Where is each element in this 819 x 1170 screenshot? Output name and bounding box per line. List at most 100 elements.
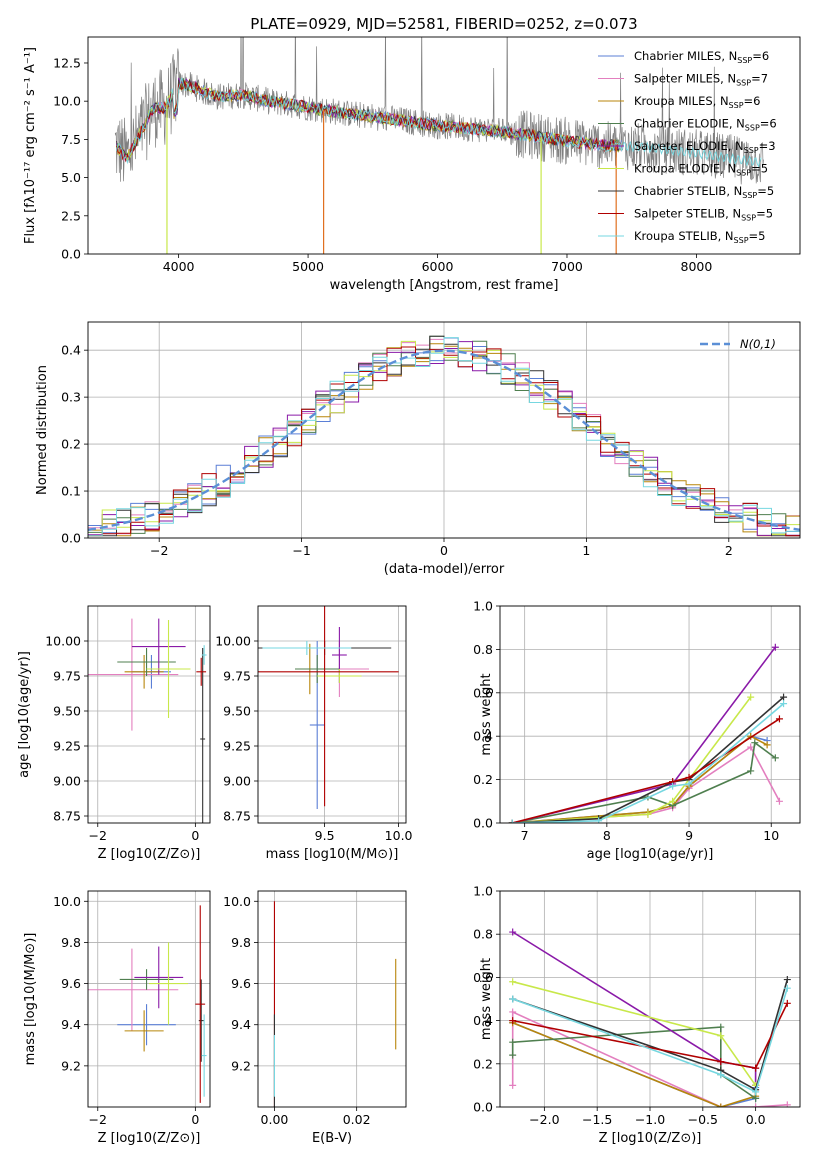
weight-point-marker [783,984,791,992]
y-tick-label: 0.1 [61,484,81,499]
legend-label: Salpeter STELIB, NSSP=5 [634,207,773,223]
y-tick-label: 0.4 [473,729,493,744]
y-tick-label: 1.0 [473,884,493,899]
legend-label-main: Chabrier MILES, N [634,49,737,63]
plot-area-mass_vs_EBV [273,901,397,1107]
axes-frame [257,890,407,1108]
weight-point-marker [509,1038,517,1046]
plot-area-weight_vs_age [508,643,788,823]
legend-label-main: Salpeter ELODIE, N [634,139,744,153]
y-tick-label: 9.6 [61,976,81,991]
legend-label-main: Kroupa MILES, N [634,94,729,108]
y-axis-label: mass weight [479,958,494,1040]
y-tick-label: 9.50 [223,704,251,719]
y-tick-label: 2.5 [61,208,81,223]
weight-point-marker [783,976,791,984]
legend-label: Kroupa ELODIE, NSSP=5 [634,162,768,178]
y-tick-label: 0.0 [61,247,81,262]
legend-label-tail: =5 [751,162,768,176]
x-axis-label: mass [log10(M/M⊙)] [266,847,399,862]
weight-point-marker [509,1051,517,1059]
plot-area-age_vs_mass [258,606,399,809]
y-tick-label: 0.8 [473,927,493,942]
weight-point-marker [771,643,779,651]
weight-point-marker [780,700,788,708]
x-tick-label: −1 [292,543,310,558]
legend-label-tail: =6 [744,94,761,108]
axes-frame [499,605,801,824]
y-tick-label: 10.00 [45,634,81,649]
weight-series-line [512,931,757,1086]
weight-point-marker [509,995,517,1003]
chart-panels: 4000 5000 6000 7000 80000.02.55.07.510.012.5… [17,36,801,1146]
axes-frame [87,321,801,539]
y-tick-label: 9.50 [53,704,81,719]
legend-label: Kroupa STELIB, NSSP=5 [634,229,765,245]
axes-weight_vs_age: 7 8 9 10 0.0 0.2 0.4 0.6 0.8 1.0 age [log10(age/yr… [473,599,801,862]
axes-mass_vs_EBV: 0.00 0.02 9.2 9.4 9.6 9.8 10.0 E(B-V) [223,890,407,1146]
weight-point-marker [685,780,693,788]
legend-label-tail: =3 [759,139,776,153]
y-tick-label: 9.00 [53,774,81,789]
legend-label-main: Chabrier ELODIE, N [634,117,745,131]
legend-label-sub: SSP [742,191,757,200]
legend-label-tail: =5 [757,184,774,198]
weight-point-marker [747,767,755,775]
x-tick-label: 0 [191,1112,199,1127]
legend-label-main: Salpeter STELIB, N [634,207,741,221]
y-axis-label: Flux [fλ10⁻¹⁷ erg cm⁻² s⁻¹ A⁻¹] [23,47,38,244]
weight-point-marker [509,1008,517,1016]
legend-label-tail: =6 [760,117,777,131]
y-tick-label: 9.2 [61,1058,81,1073]
weight-point-marker [669,782,677,790]
y-tick-label: 9.75 [223,669,251,684]
weight-point-marker [509,1017,517,1025]
y-tick-label: 0.0 [473,1100,493,1115]
y-tick-label: 0.0 [61,531,81,546]
x-tick-label: 0 [440,543,448,558]
x-tick-label: −0.5 [688,1112,718,1127]
legend-label-main: Chabrier STELIB, N [634,184,742,198]
weight-point-marker [752,1103,760,1107]
weight-point-marker [752,1094,760,1102]
x-tick-label: −2 [89,1112,107,1127]
legend-label-tail: =7 [751,72,768,86]
weight-series-line [512,987,789,1094]
y-tick-label: 9.2 [231,1058,251,1073]
weight-point-marker [783,999,791,1007]
weight-point-marker [509,1081,517,1089]
weight-point-marker [752,1088,760,1096]
legend-label-main: Kroupa ELODIE, N [634,162,736,176]
y-tick-label: 0.4 [473,1013,493,1028]
weight-point-marker [717,1103,725,1107]
x-tick-label: 0.0 [746,1112,766,1127]
x-tick-label: 1 [582,543,590,558]
legend-label: Salpeter ELODIE, NSSP=3 [634,139,776,155]
plot-area-weight_vs_Z [509,928,791,1107]
y-tick-label: 10.00 [215,634,251,649]
y-tick-label: 0.8 [473,642,493,657]
weight-series-line [512,696,752,823]
axes-age_vs_Z: −2 0 8.75 9.00 9.25 9.50 9.75 10.00 Z [log10(Z/Z… [17,605,211,862]
plot-area-spectrum [114,37,764,254]
y-tick-label: 9.00 [223,774,251,789]
x-tick-label: 6000 [422,259,454,274]
weight-series-line [512,718,780,823]
x-axis-label: wavelength [Angstrom, rest frame] [330,278,559,293]
y-tick-label: 9.6 [231,976,251,991]
x-tick-label: 8000 [681,259,713,274]
axes-frame [87,890,211,1108]
legend-label-sub: SSP [745,124,760,133]
legend-label: Salpeter MILES, NSSP=7 [634,72,768,88]
legend-label-sub: SSP [744,146,759,155]
y-tick-label: 0.6 [473,970,493,985]
weight-point-marker [747,693,755,701]
axes-residuals: −2 −1 0 1 2 0.0 0.1 0.2 0.3 0.4 (data-model)/error… [35,321,801,577]
x-axis-label: Z [log10(Z/Z⊙)] [98,1131,201,1146]
x-tick-label: 5000 [292,259,324,274]
weight-point-marker [508,819,516,823]
axes-frame [87,605,211,824]
weight-point-marker [717,1023,725,1031]
weight-series-line [512,702,785,823]
